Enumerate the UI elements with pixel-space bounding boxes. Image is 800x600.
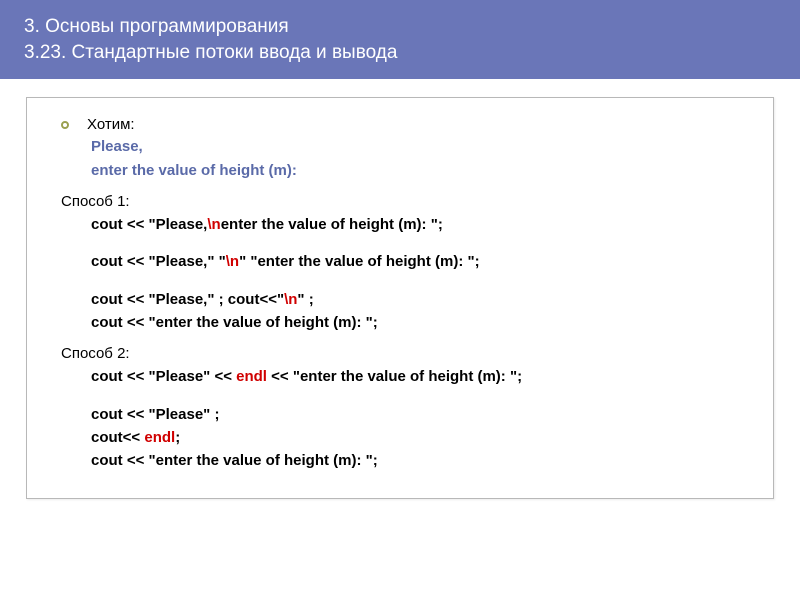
m1-l1-b: enter the value of height (m): ";	[221, 216, 443, 233]
m2-line2: cout << "Please" ;	[91, 403, 751, 426]
m2-line4: cout << "enter the value of height (m): …	[91, 449, 751, 472]
m1-line2: cout << "Please," "\n" "enter the value …	[91, 250, 751, 273]
m1-line3: cout << "Please," ; cout<<"\n" ;	[91, 288, 751, 311]
m1-l3-b: " ;	[297, 291, 313, 308]
slide-header: 3. Основы программирования 3.23. Стандар…	[0, 0, 800, 79]
m1-l3-n: \n	[284, 291, 297, 308]
m2-l1-b: << "enter the value of height (m): ";	[267, 368, 522, 385]
m2-line3: cout<< endl;	[91, 426, 751, 449]
header-line-2: 3.23. Стандартные потоки ввода и вывода	[24, 40, 776, 66]
content-box: Хотим: Please, enter the value of height…	[26, 97, 774, 499]
m1-l2-a: cout << "Please," "	[91, 253, 226, 270]
m1-l2-n: \n	[226, 253, 239, 270]
m2-line1: cout << "Please" << endl << "enter the v…	[91, 365, 751, 388]
content-wrap: Хотим: Please, enter the value of height…	[0, 79, 800, 499]
m1-line1: cout << "Please,\nenter the value of hei…	[91, 213, 751, 236]
want-label: Хотим:	[87, 116, 135, 133]
m2-l3-a: cout<<	[91, 429, 144, 446]
method2-label: Способ 2:	[61, 342, 751, 365]
m1-l1-a: cout << "Please,	[91, 216, 207, 233]
m2-l1-endl: endl	[236, 368, 267, 385]
m1-l1-n: \n	[207, 216, 220, 233]
method1-label: Способ 1:	[61, 190, 751, 213]
m1-line4: cout << "enter the value of height (m): …	[91, 311, 751, 334]
m1-l3-a: cout << "Please," ; cout<<"	[91, 291, 284, 308]
want-enter: enter the value of height (m):	[91, 159, 751, 182]
bullet-icon	[61, 121, 69, 129]
m2-l1-a: cout << "Please" <<	[91, 368, 236, 385]
want-row: Хотим:	[61, 116, 751, 133]
m2-l3-b: ;	[175, 429, 180, 446]
m2-l3-endl: endl	[144, 429, 175, 446]
header-line-1: 3. Основы программирования	[24, 14, 776, 40]
want-please: Please,	[91, 135, 751, 158]
m1-l2-b: " "enter the value of height (m): ";	[239, 253, 480, 270]
